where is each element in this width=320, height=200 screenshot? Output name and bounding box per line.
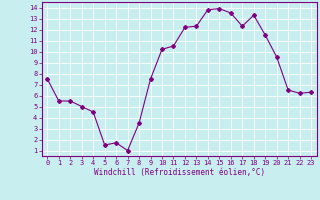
X-axis label: Windchill (Refroidissement éolien,°C): Windchill (Refroidissement éolien,°C) bbox=[94, 168, 265, 177]
